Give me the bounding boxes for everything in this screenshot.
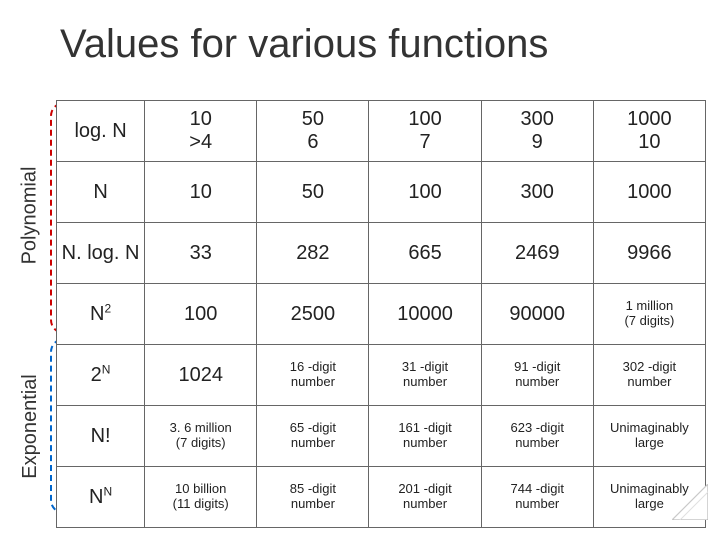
side-label-exponential: Exponential [12, 338, 48, 514]
table-cell: 100 [369, 162, 481, 223]
table-cell: 2500 [257, 284, 369, 345]
table-row: log. N10>450610073009100010 [57, 101, 706, 162]
table-cell: 10 [145, 162, 257, 223]
table-cell: 9966 [593, 223, 705, 284]
table-cell: 100 [145, 284, 257, 345]
table-cell: 90000 [481, 284, 593, 345]
table-cell: 16 -digitnumber [257, 345, 369, 406]
table-row: 2N102416 -digitnumber31 -digitnumber91 -… [57, 345, 706, 406]
function-label-cell: N! [57, 406, 145, 467]
table-row: N2100250010000900001 million(7 digits) [57, 284, 706, 345]
side-label-polynomial-text: Polynomial [19, 166, 42, 264]
table-cell: 2469 [481, 223, 593, 284]
table-cell: 65 -digitnumber [257, 406, 369, 467]
table-cell: 744 -digitnumber [481, 467, 593, 528]
table-cell: 100010 [593, 101, 705, 162]
table-row: N. log. N3328266524699966 [57, 223, 706, 284]
side-label-polynomial: Polynomial [12, 100, 48, 330]
table-cell: 1 million(7 digits) [593, 284, 705, 345]
table-cell: 161 -digitnumber [369, 406, 481, 467]
table-cell: 1007 [369, 101, 481, 162]
table-cell: 302 -digitnumber [593, 345, 705, 406]
table-cell: 50 [257, 162, 369, 223]
function-label-cell: N. log. N [57, 223, 145, 284]
function-label-cell: 2N [57, 345, 145, 406]
slide-title: Values for various functions [60, 22, 700, 67]
slide: Values for various functions Polynomial … [0, 0, 720, 540]
table-cell: Unimaginablylarge [593, 406, 705, 467]
functions-table: log. N10>450610073009100010N105010030010… [56, 100, 706, 528]
table-cell: 1024 [145, 345, 257, 406]
table-cell: 31 -digitnumber [369, 345, 481, 406]
function-label-cell: NN [57, 467, 145, 528]
table-cell: 201 -digitnumber [369, 467, 481, 528]
table-cell: 33 [145, 223, 257, 284]
table-cell: 91 -digitnumber [481, 345, 593, 406]
table-row: N10501003001000 [57, 162, 706, 223]
table-cell: 85 -digitnumber [257, 467, 369, 528]
function-label-cell: N [57, 162, 145, 223]
function-label-cell: N2 [57, 284, 145, 345]
page-fold-icon [672, 484, 708, 520]
table-cell: 300 [481, 162, 593, 223]
functions-table-body: log. N10>450610073009100010N105010030010… [57, 101, 706, 528]
table-cell: 506 [257, 101, 369, 162]
table-cell: 10000 [369, 284, 481, 345]
table-cell: 3009 [481, 101, 593, 162]
table-row: N!3. 6 million(7 digits)65 -digitnumber1… [57, 406, 706, 467]
table-cell: 623 -digitnumber [481, 406, 593, 467]
side-label-exponential-text: Exponential [19, 374, 42, 479]
table-cell: 10 billion(11 digits) [145, 467, 257, 528]
slide-content: Polynomial Exponential log. N10>45061007… [12, 100, 708, 520]
table-cell: 1000 [593, 162, 705, 223]
table-row: NN10 billion(11 digits)85 -digitnumber20… [57, 467, 706, 528]
table-cell: 282 [257, 223, 369, 284]
function-label-cell: log. N [57, 101, 145, 162]
table-cell: 3. 6 million(7 digits) [145, 406, 257, 467]
table-cell: 10>4 [145, 101, 257, 162]
table-cell: 665 [369, 223, 481, 284]
